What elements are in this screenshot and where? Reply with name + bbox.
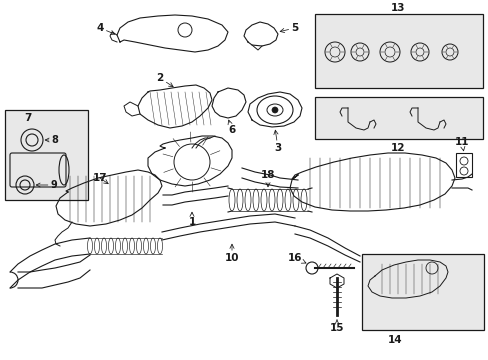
Text: 14: 14 <box>387 335 402 345</box>
Text: 11: 11 <box>454 137 468 151</box>
Bar <box>314 97 482 139</box>
Text: 8: 8 <box>45 135 59 145</box>
Text: 18: 18 <box>260 170 275 187</box>
Bar <box>5 110 88 200</box>
Text: 10: 10 <box>224 244 239 263</box>
Text: 5: 5 <box>280 23 298 33</box>
Text: 13: 13 <box>390 3 405 13</box>
Circle shape <box>271 107 278 113</box>
Text: 3: 3 <box>273 130 281 153</box>
Text: 1: 1 <box>188 212 195 227</box>
Text: 16: 16 <box>287 253 305 263</box>
Text: 9: 9 <box>36 180 57 190</box>
Text: 7: 7 <box>24 113 32 123</box>
Text: 17: 17 <box>93 173 108 184</box>
Text: 2: 2 <box>156 73 173 87</box>
Bar <box>314 14 482 88</box>
Bar <box>361 254 483 330</box>
Text: 6: 6 <box>227 120 235 135</box>
Bar <box>455 153 471 177</box>
Text: 12: 12 <box>390 143 405 153</box>
Text: 15: 15 <box>329 320 344 333</box>
Text: 4: 4 <box>96 23 115 35</box>
